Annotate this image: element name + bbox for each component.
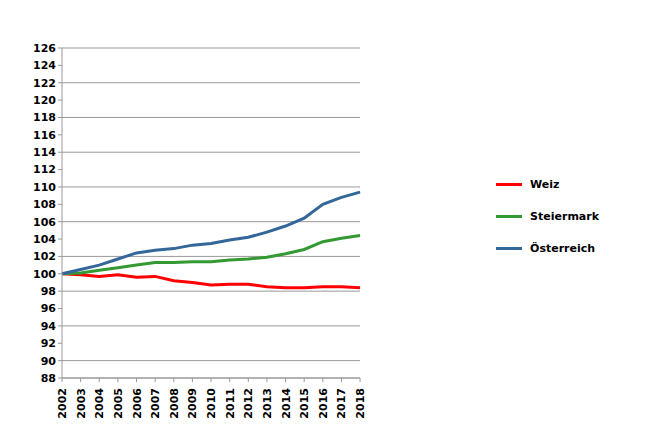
svg-text:98: 98	[41, 285, 56, 298]
svg-text:126: 126	[33, 42, 56, 55]
svg-text:2013: 2013	[261, 388, 274, 419]
svg-text:108: 108	[33, 198, 56, 211]
svg-text:2004: 2004	[93, 388, 106, 419]
svg-text:118: 118	[33, 111, 56, 124]
svg-text:2005: 2005	[112, 388, 125, 419]
svg-text:2015: 2015	[298, 388, 311, 419]
svg-text:2002: 2002	[56, 388, 69, 419]
svg-text:2014: 2014	[280, 388, 293, 419]
svg-text:100: 100	[33, 268, 56, 281]
svg-text:114: 114	[33, 146, 56, 159]
svg-text:112: 112	[33, 163, 56, 176]
svg-text:90: 90	[41, 355, 57, 368]
svg-text:116: 116	[33, 129, 56, 142]
svg-text:2007: 2007	[149, 388, 162, 419]
svg-text:2009: 2009	[186, 388, 199, 419]
svg-text:2008: 2008	[168, 388, 181, 419]
svg-text:2012: 2012	[242, 388, 255, 419]
svg-text:110: 110	[33, 181, 56, 194]
svg-text:88: 88	[41, 372, 56, 385]
html-text:Weiz: Weiz	[530, 177, 560, 191]
svg-text:2017: 2017	[335, 388, 348, 419]
svg-text:120: 120	[33, 94, 56, 107]
svg-text:122: 122	[33, 77, 56, 90]
svg-text:2010: 2010	[205, 388, 218, 419]
svg-text:2006: 2006	[131, 388, 144, 419]
html-text:Steiermark: Steiermark	[530, 209, 599, 223]
svg-text:96: 96	[41, 302, 57, 315]
svg-text:94: 94	[41, 320, 57, 333]
svg-text:2011: 2011	[224, 388, 237, 419]
svg-text:2018: 2018	[354, 388, 367, 419]
svg-text:2003: 2003	[75, 388, 88, 419]
svg-text:2016: 2016	[317, 388, 330, 419]
svg-text:104: 104	[33, 233, 56, 246]
svg-text:124: 124	[33, 59, 56, 72]
svg-text:92: 92	[41, 337, 56, 350]
svg-text:106: 106	[33, 216, 56, 229]
svg-text:102: 102	[33, 250, 56, 263]
html-text:Österreich: Österreich	[530, 241, 596, 255]
